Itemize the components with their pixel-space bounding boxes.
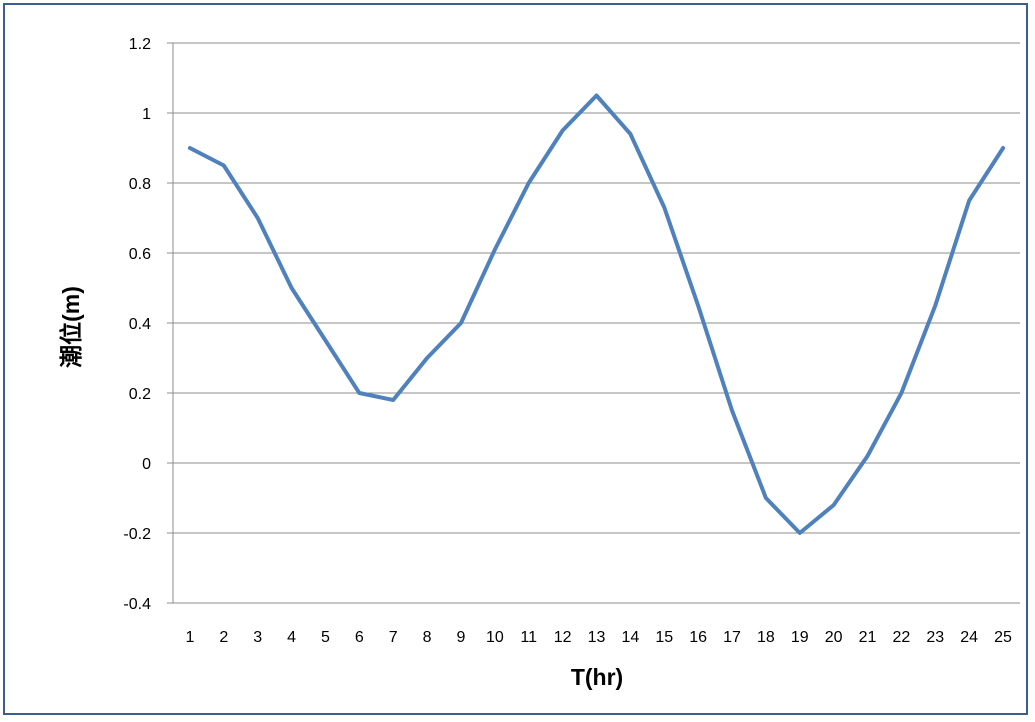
y-axis-title: 潮位(m) — [58, 286, 84, 368]
data-point — [764, 496, 768, 500]
y-tick-label: 0.4 — [129, 316, 151, 333]
data-point — [527, 181, 531, 185]
y-tick-label: 1.2 — [129, 36, 151, 53]
x-tick-labels: 1 2 3 4 5 6 7 8 9 10 11 12 13 14 15 16 17 18 19 20 21 22 23 24 2… — [185, 629, 1012, 646]
x-tick-label: 21 — [859, 629, 877, 646]
line-chart: 1.210.80.60.40.20-0.2-0.4 1 2 3 4 5 6 7 8 9 10 11 1… — [58, 36, 1020, 690]
data-point — [323, 339, 327, 343]
x-tick-label: 23 — [926, 629, 944, 646]
data-point — [696, 304, 700, 308]
data-point — [256, 216, 260, 220]
x-tick-label: 2 — [219, 629, 228, 646]
series-line — [187, 93, 1006, 535]
x-tick-label: 10 — [486, 629, 504, 646]
data-point — [866, 454, 870, 458]
y-tick-labels: 1.2 1 0.8 0.6 0.4 0.2 0 -0.2 -0.4 — [123, 36, 151, 613]
y-tick-label: 1 — [142, 106, 151, 123]
data-point — [730, 409, 734, 413]
data-point — [222, 164, 226, 168]
data-point — [933, 304, 937, 308]
data-point — [493, 248, 497, 252]
y-tick-label: 0 — [142, 456, 151, 473]
x-tick-label: 1 — [185, 629, 194, 646]
data-point — [967, 199, 971, 203]
y-tick-label: 0.6 — [129, 246, 151, 263]
x-tick-label: 11 — [520, 629, 537, 646]
x-axis-title: T(hr) — [571, 664, 623, 690]
data-point — [899, 391, 903, 395]
y-tick-label: 0.8 — [129, 176, 151, 193]
data-point — [662, 206, 666, 210]
y-tick-label: -0.2 — [123, 526, 151, 543]
x-tick-label: 25 — [994, 629, 1012, 646]
x-tick-label: 24 — [960, 629, 978, 646]
x-tick-label: 16 — [689, 629, 707, 646]
x-tick-label: 3 — [253, 629, 262, 646]
data-point — [459, 321, 463, 325]
data-point — [290, 286, 294, 290]
data-point — [561, 129, 565, 133]
x-tick-label: 17 — [723, 629, 741, 646]
series-layer — [187, 93, 1006, 535]
x-tick-label: 7 — [389, 629, 398, 646]
chart-frame: 1.2 1 0.8 0.6 0.4 0.2 0 -0.2 -0.4 1 2 3 4 5 6 7 8 9 10 11 1… — [3, 3, 1028, 715]
x-tick-label: 13 — [588, 629, 606, 646]
x-tick-label: 4 — [287, 629, 296, 646]
x-tick-label: 5 — [321, 629, 330, 646]
x-tick-label: 22 — [893, 629, 911, 646]
axes — [167, 42, 174, 604]
x-tick-label: 20 — [825, 629, 843, 646]
y-tick-label: 0.2 — [129, 386, 151, 403]
x-tick-label: 18 — [757, 629, 775, 646]
x-tick-label: 19 — [791, 629, 809, 646]
data-point — [798, 531, 802, 535]
x-tick-label: 12 — [554, 629, 572, 646]
data-point — [188, 146, 192, 150]
data-point — [391, 398, 395, 402]
data-point — [595, 94, 599, 98]
y-tick-label: -0.4 — [123, 596, 151, 613]
x-tick-label: 8 — [423, 629, 432, 646]
data-point — [832, 503, 836, 507]
gridlines — [173, 42, 1020, 604]
x-tick-label: 9 — [457, 629, 466, 646]
x-tick-label: 6 — [355, 629, 364, 646]
x-tick-label: 14 — [621, 629, 639, 646]
data-point — [628, 132, 632, 136]
data-point — [425, 356, 429, 360]
data-point — [357, 391, 361, 395]
data-point — [1001, 146, 1005, 150]
x-tick-label: 15 — [655, 629, 673, 646]
